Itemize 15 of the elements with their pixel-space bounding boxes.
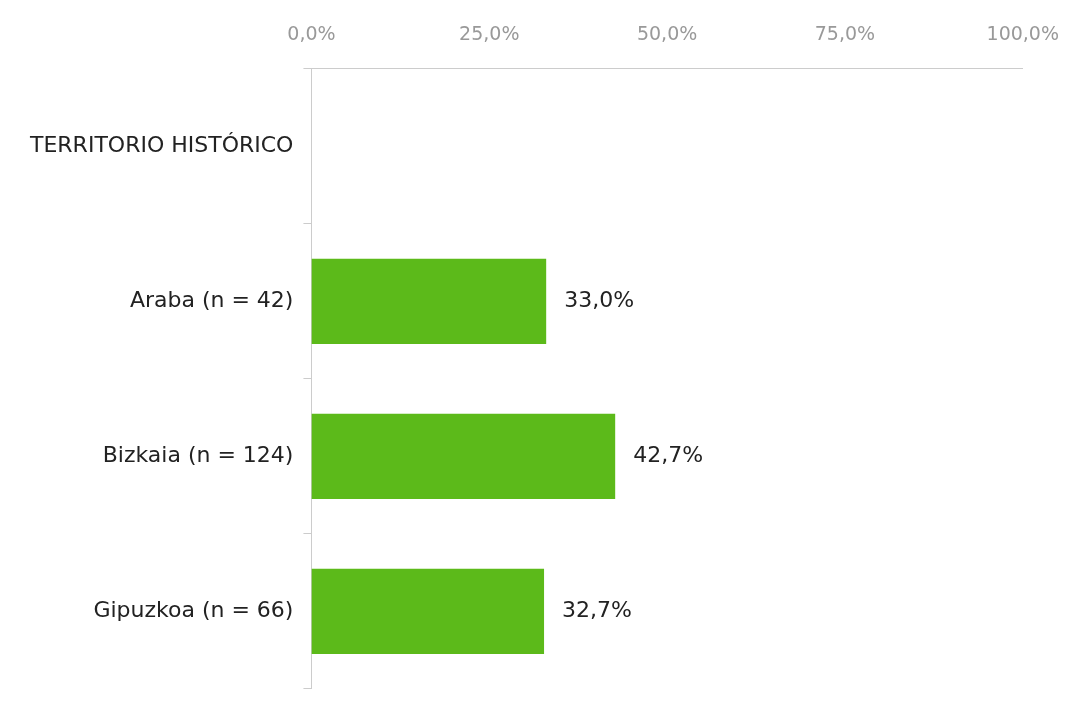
data-label: 33,0% xyxy=(564,287,635,313)
bar xyxy=(311,258,547,344)
y-tick-label: TERRITORIO HISTÓRICO xyxy=(28,132,294,158)
x-tick-label: 100,0% xyxy=(986,22,1059,45)
y-tick-label: Araba (n = 42) xyxy=(129,287,294,313)
data-label: 32,7% xyxy=(562,597,632,623)
x-tick-label: 75,0% xyxy=(814,22,876,45)
bar xyxy=(311,568,545,654)
x-tick-label: 50,0% xyxy=(636,22,698,45)
x-tick-label: 25,0% xyxy=(459,22,520,45)
y-tick-label: Bizkaia (n = 124) xyxy=(102,442,294,468)
y-tick-label: Gipuzkoa (n = 66) xyxy=(93,597,294,623)
bar xyxy=(311,413,616,499)
data-label: 42,7% xyxy=(633,442,704,468)
x-tick-label: 0,0% xyxy=(287,22,336,45)
